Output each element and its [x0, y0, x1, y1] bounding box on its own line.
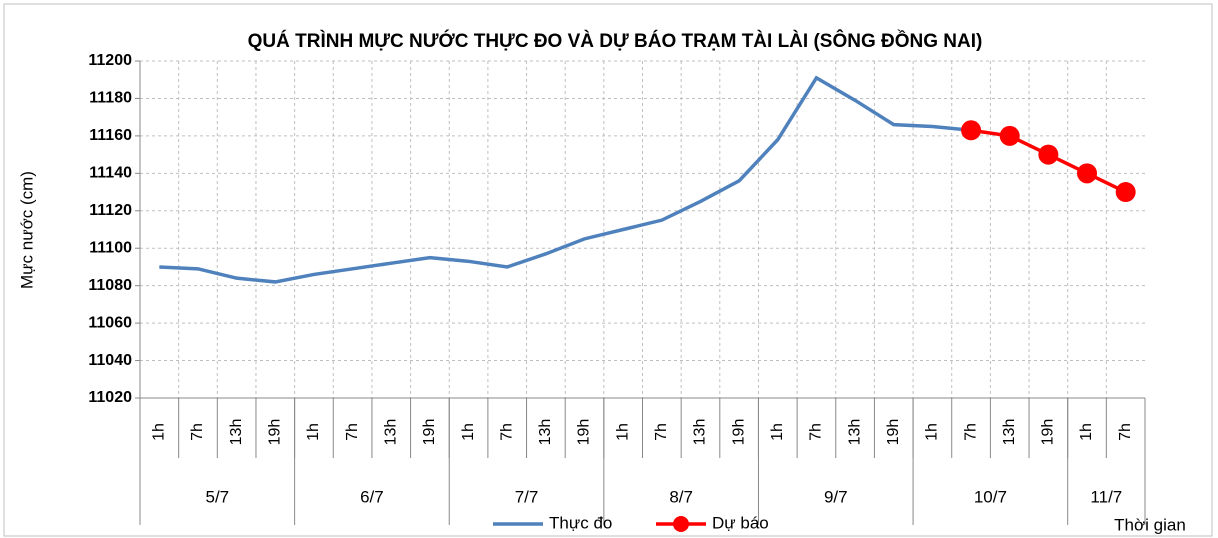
- x-tick-label: 19h: [730, 419, 747, 446]
- x-tick-label: 7h: [498, 423, 515, 441]
- y-tick-label: 11200: [88, 52, 132, 69]
- x-tick-label: 13h: [692, 419, 709, 446]
- y-tick-label: 11180: [89, 90, 132, 107]
- series-marker: [1077, 163, 1098, 184]
- x-tick-label: 7h: [962, 423, 979, 441]
- x-tick-label: 13h: [382, 419, 399, 446]
- x-tick-label: 19h: [576, 419, 593, 446]
- series-marker: [1115, 182, 1136, 203]
- x-tick-label: 1h: [305, 423, 322, 441]
- y-tick-label: 11020: [88, 389, 132, 406]
- y-tick-label: 11060: [88, 314, 132, 331]
- series-line: [159, 75, 972, 284]
- x-tick-label: 7h: [1117, 423, 1134, 441]
- x-tick-label: 7h: [344, 423, 361, 441]
- y-tick-label: 11100: [89, 239, 132, 256]
- y-tick-label: 11040: [88, 352, 132, 369]
- x-tick-label: 13h: [846, 419, 863, 446]
- group-label: 11/7: [1090, 487, 1122, 506]
- x-tick-label: 7h: [808, 423, 825, 441]
- y-tick-label: 11080: [88, 277, 132, 294]
- series-marker: [961, 120, 982, 141]
- x-tick-label: 1h: [614, 423, 631, 441]
- series-marker: [999, 125, 1020, 146]
- x-tick-label: 19h: [885, 419, 902, 446]
- legend-label: Thực đo: [549, 513, 612, 532]
- x-tick-label: 13h: [228, 419, 245, 446]
- x-tick-label: 1h: [460, 423, 477, 441]
- series-marker: [1038, 144, 1059, 165]
- group-label: 9/7: [824, 487, 848, 506]
- x-tick-label: 1h: [1078, 423, 1095, 441]
- x-tick-label: 7h: [189, 423, 206, 441]
- x-tick-label: 19h: [421, 419, 438, 446]
- chart-title: QUÁ TRÌNH MỰC NƯỚC THỰC ĐO VÀ DỰ BÁO TRẠ…: [248, 30, 983, 52]
- x-tick-label: 1h: [769, 423, 786, 441]
- y-tick-label: 11120: [89, 202, 132, 219]
- x-tick-label: 1h: [151, 423, 168, 441]
- group-label: 5/7: [205, 487, 229, 506]
- y-tick-label: 11140: [89, 165, 132, 182]
- group-label: 10/7: [974, 487, 1007, 506]
- x-tick-label: 1h: [924, 423, 941, 441]
- legend-label: Dự báo: [712, 513, 769, 532]
- x-tick-label: 19h: [267, 419, 284, 446]
- x-tick-label: 13h: [537, 419, 554, 446]
- group-label: 8/7: [669, 487, 693, 506]
- x-tick-label: 19h: [1040, 419, 1057, 446]
- legend-marker: [673, 516, 689, 532]
- x-tick-label: 7h: [653, 423, 670, 441]
- group-label: 6/7: [360, 487, 384, 506]
- chart-frame: [3, 3, 1213, 537]
- group-label: 7/7: [515, 487, 539, 506]
- x-axis-label: Thời gian: [1114, 515, 1186, 534]
- y-tick-label: 11160: [89, 127, 132, 144]
- y-axis-label: Mực nước (cm): [17, 171, 36, 289]
- x-tick-label: 13h: [1001, 419, 1018, 446]
